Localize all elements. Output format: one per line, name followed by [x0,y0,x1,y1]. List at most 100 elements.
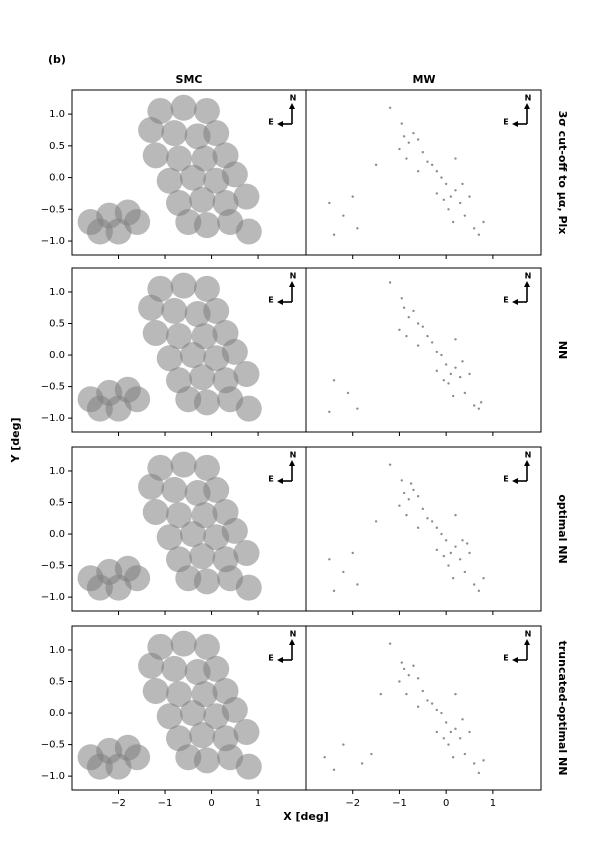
x-tick-label: −1 [392,798,407,809]
point [342,570,345,574]
field-blob [124,744,151,771]
point [356,227,359,230]
row-title: optimal NN [556,494,569,563]
point [374,163,378,167]
point [482,759,485,762]
y-tick-label: 0.0 [49,173,65,184]
field-blob [221,161,248,188]
x-tick-label: −1 [158,798,173,809]
compass-east: E [268,475,273,484]
field-blob [142,677,169,704]
compass-east-head [512,121,518,127]
point [435,350,439,354]
point [356,407,359,410]
x-tick-label: −2 [111,798,126,809]
field-blob [124,386,151,413]
point [342,743,345,746]
point [412,309,415,313]
field-blob [175,565,202,592]
point [435,526,439,529]
point [454,545,457,548]
point [468,730,471,734]
compass-north: N [290,451,297,460]
field-blob [86,218,113,245]
field-blob [233,183,260,210]
point [449,551,453,555]
point [351,195,354,198]
field-blob [156,524,183,551]
field-blob [170,451,197,478]
row-title: NN [556,341,569,359]
point [332,768,336,772]
point [479,401,483,404]
field-blob [203,297,230,324]
panel-frame [305,446,542,612]
field-blob [191,681,218,708]
point [360,762,364,765]
compass-east-head [277,299,283,305]
compass-north: N [290,630,297,639]
point [477,589,481,593]
point [400,479,403,482]
compass-east: E [268,654,273,663]
field-blob [156,345,183,372]
x-tick-label: 1 [490,798,496,809]
point [416,170,420,173]
point [332,233,336,236]
point [461,360,464,363]
point [468,551,471,555]
point [435,708,439,712]
point [416,344,420,347]
compass-north: N [290,272,297,281]
y-tick-label: 0.0 [49,529,65,540]
field-blob [189,722,216,749]
point [444,363,448,366]
point [398,680,401,683]
point [461,539,464,542]
y-tick-label: −1.0 [41,236,65,247]
row-title: truncated-optimal NN [556,641,569,776]
point [468,372,471,376]
point [449,730,453,734]
point [449,195,453,198]
compass-north-head [289,103,295,109]
point [442,554,446,558]
field-blob [235,753,262,780]
field-blob [142,319,169,346]
point [442,737,446,740]
point [400,661,403,664]
field-blob [86,395,113,422]
y-tick-label: −0.5 [41,382,65,393]
point [426,517,429,520]
panel-frame [305,625,542,791]
field-blob [193,454,220,481]
field-blob [165,323,192,350]
point [421,325,424,328]
point [444,182,448,186]
field-blob [86,753,113,780]
field-blob [191,502,218,529]
point [447,564,450,567]
point [454,366,457,369]
point [426,334,429,338]
point [351,551,354,555]
point [472,404,476,407]
compass-north-head [524,281,530,287]
compass-east-head [277,121,283,127]
compass-east-head [512,478,518,484]
field-blob [138,294,165,321]
compass-north-head [289,639,295,645]
y-tick-label: 0.5 [49,677,65,688]
point [332,589,336,593]
y-tick-label: 1.0 [49,109,65,120]
point [435,730,439,734]
field-blob [138,652,165,679]
compass-north-head [289,460,295,466]
point [388,281,392,284]
plot-area [77,94,262,245]
compass-east-head [277,657,283,663]
point [421,507,424,511]
point [421,150,424,154]
field-blob [86,574,113,601]
compass-east: E [268,296,273,305]
